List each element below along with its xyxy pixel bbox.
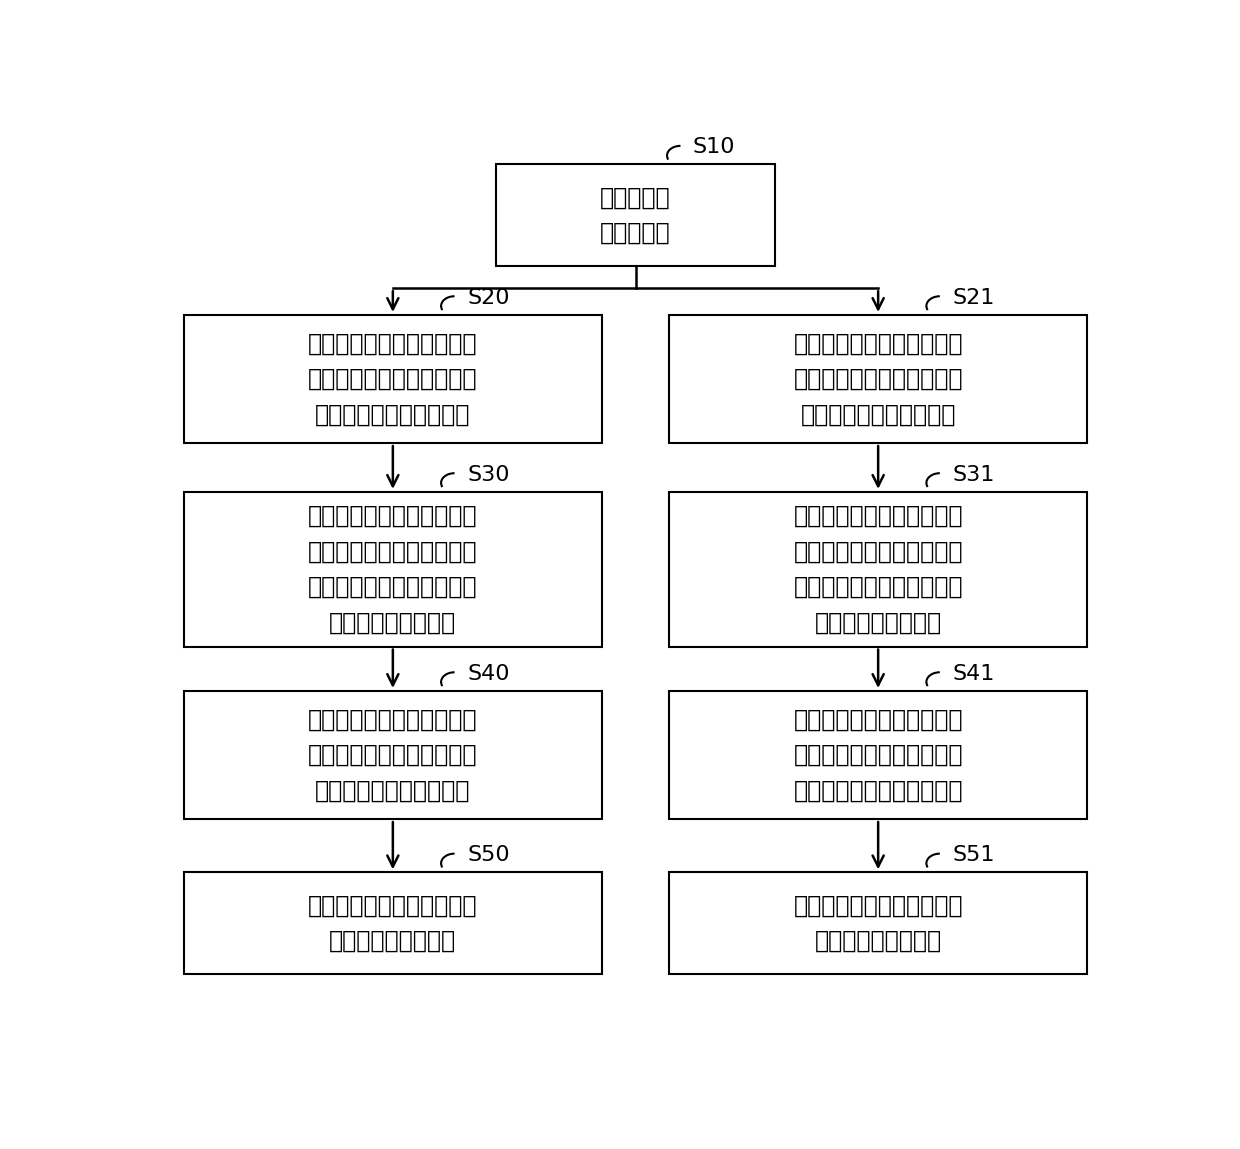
Text: 待测模块将预设待测个数的
光测试信号，一一对应的发
送至待测产品，得到预设待
测个数的目标电信号: 待测模块将预设待测个数的 光测试信号，一一对应的发 送至待测产品，得到预设待 测… xyxy=(308,504,477,634)
Text: S20: S20 xyxy=(467,287,510,308)
Bar xyxy=(670,872,1087,974)
Bar xyxy=(184,315,601,444)
Bar xyxy=(670,492,1087,647)
Text: 待测模块，将预设待测个的
目标光信号经由开关模块，
一一对应的发送至调测模块: 待测模块，将预设待测个的 目标光信号经由开关模块， 一一对应的发送至调测模块 xyxy=(794,708,963,802)
Text: 调测模块，经由开关模块，
将光测试信号分成预设待测
个数，并发送至待测模块: 调测模块，经由开关模块， 将光测试信号分成预设待测 个数，并发送至待测模块 xyxy=(308,332,477,426)
Text: S40: S40 xyxy=(467,664,510,684)
Text: 控制模块读取调测模块中的
目标光信号进行处理: 控制模块读取调测模块中的 目标光信号进行处理 xyxy=(794,894,963,953)
Bar xyxy=(670,315,1087,444)
Text: S21: S21 xyxy=(952,287,994,308)
Text: S51: S51 xyxy=(952,846,994,865)
Text: S10: S10 xyxy=(693,138,735,157)
Bar xyxy=(184,492,601,647)
Text: S30: S30 xyxy=(467,464,510,485)
Text: 待测模块将预设待测个数的
电测试信号，一一对应的发
送至待测产品，得到预设待
测个数的目标光信号: 待测模块将预设待测个数的 电测试信号，一一对应的发 送至待测产品，得到预设待 测… xyxy=(794,504,963,634)
Text: S41: S41 xyxy=(952,664,994,684)
Text: 待测模块，将预设个数的目
标电信号经由开关模块，一
一对应的发送至接收模块: 待测模块，将预设个数的目 标电信号经由开关模块，一 一对应的发送至接收模块 xyxy=(308,708,477,802)
Text: 控制模块读取接收模块中的
目标电信号进行处理: 控制模块读取接收模块中的 目标电信号进行处理 xyxy=(308,894,477,953)
Text: 控制模块控
制系统启动: 控制模块控 制系统启动 xyxy=(600,186,671,245)
Text: S31: S31 xyxy=(952,464,994,485)
Text: 发送模块，经由开关模块，
将电测试信号分成预设待测
个数，并发送至待测模块: 发送模块，经由开关模块， 将电测试信号分成预设待测 个数，并发送至待测模块 xyxy=(794,332,963,426)
Bar xyxy=(496,164,775,267)
Text: S50: S50 xyxy=(467,846,510,865)
Bar xyxy=(670,691,1087,819)
Bar xyxy=(184,872,601,974)
Bar xyxy=(184,691,601,819)
